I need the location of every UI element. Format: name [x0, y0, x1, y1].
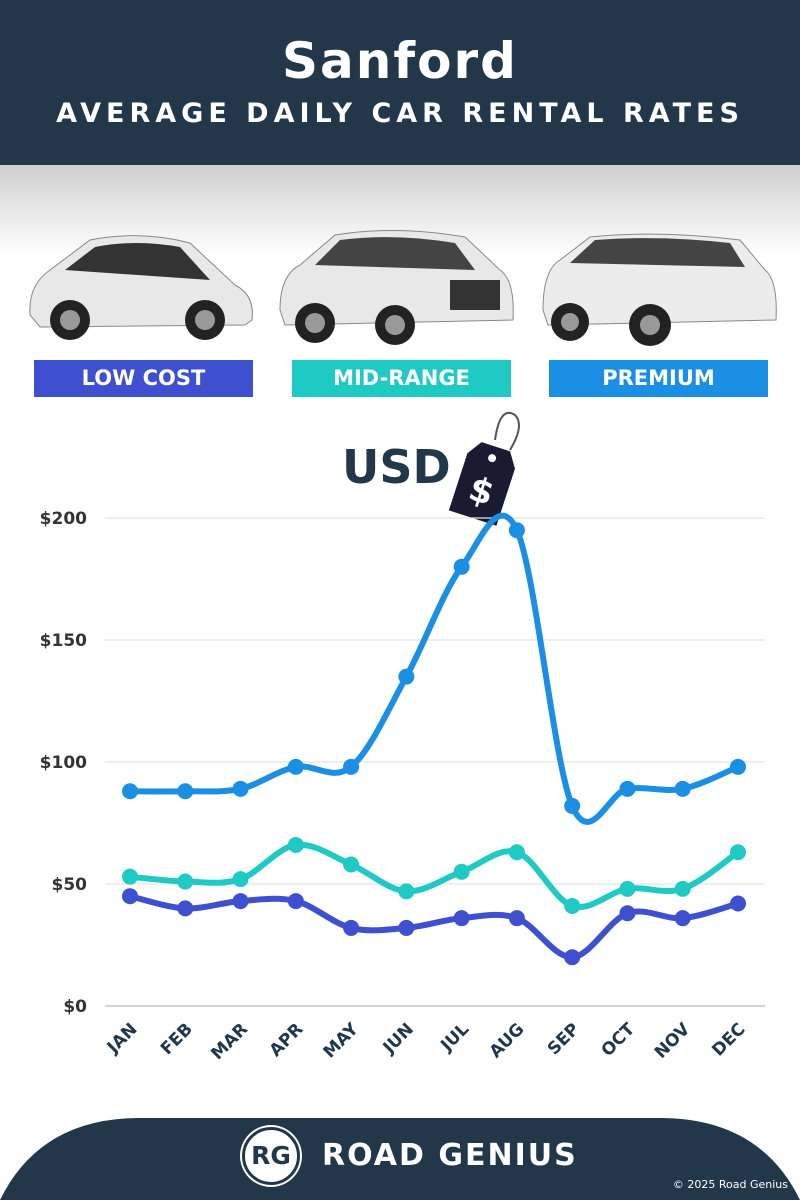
series-line-low-cost: [127, 893, 741, 961]
data-point: [674, 910, 691, 927]
x-tick-label: MAY: [320, 1019, 363, 1062]
x-tick-label: OCT: [598, 1019, 640, 1061]
data-point: [122, 783, 138, 800]
x-tick-label: DEC: [708, 1019, 749, 1060]
y-tick-label: $50: [52, 875, 88, 895]
data-point: [508, 844, 525, 861]
data-point: [674, 780, 691, 797]
x-tick-label: SEP: [544, 1019, 584, 1059]
data-point: [730, 844, 746, 861]
x-tick-label: JUL: [436, 1019, 473, 1056]
road-genius-logo: RG: [242, 1127, 300, 1185]
x-tick-label: AUG: [486, 1019, 529, 1062]
x-tick-label: MAR: [207, 1019, 252, 1064]
y-tick-label: $150: [40, 631, 87, 651]
data-point: [177, 783, 194, 800]
data-point: [508, 522, 525, 539]
legend-premium: PREMIUM: [549, 360, 768, 397]
data-point: [232, 871, 249, 888]
x-tick-label: JAN: [103, 1019, 142, 1058]
header: Sanford AVERAGE DAILY CAR RENTAL RATES: [0, 0, 800, 165]
data-point: [287, 836, 304, 853]
data-point: [564, 797, 581, 814]
data-point: [453, 910, 470, 927]
data-point: [564, 897, 581, 914]
data-point: [287, 758, 304, 775]
data-point: [177, 873, 194, 890]
data-point: [453, 863, 470, 880]
premium-car-image: [542, 233, 777, 346]
data-point: [122, 888, 138, 905]
x-tick-label: JUN: [379, 1019, 418, 1058]
mid-range-car-image: [279, 229, 514, 345]
data-point: [232, 893, 249, 910]
data-point: [730, 895, 746, 912]
data-point: [508, 910, 525, 927]
y-tick-label: $0: [63, 997, 87, 1017]
price-tag-icon: $: [448, 411, 520, 526]
footer: [0, 1118, 800, 1200]
brand-name: ROAD GENIUS: [322, 1138, 578, 1173]
data-point: [232, 780, 249, 797]
legend-low-cost: LOW COST: [34, 360, 253, 397]
data-point: [619, 905, 636, 922]
page-title: Sanford: [282, 32, 518, 90]
copyright: © 2025 Road Genius: [672, 1178, 788, 1191]
series-line-mid-range: [127, 841, 741, 911]
data-point: [177, 900, 194, 917]
data-point: [564, 949, 581, 966]
y-tick-label: $200: [40, 509, 87, 529]
data-point: [453, 558, 470, 575]
low-cost-car-image: [29, 235, 253, 340]
series-line-premium: [127, 512, 741, 825]
data-point: [343, 919, 360, 936]
data-point: [287, 893, 304, 910]
data-point: [122, 868, 138, 885]
x-tick-label: NOV: [651, 1019, 695, 1063]
line-chart: $0 $50 $100 $150 $200 JAN FEB MAR APR MAY JUN JUL AU…: [40, 509, 765, 1064]
x-tick-label: APR: [266, 1019, 308, 1061]
x-tick-label: FEB: [157, 1019, 197, 1059]
data-point: [674, 880, 691, 897]
data-point: [343, 856, 360, 873]
legend-mid-range: MID-RANGE: [292, 360, 511, 397]
page-subtitle: AVERAGE DAILY CAR RENTAL RATES: [56, 98, 744, 129]
data-point: [398, 883, 415, 900]
y-tick-label: $100: [40, 753, 87, 773]
data-point: [398, 919, 415, 936]
data-point: [730, 758, 746, 775]
data-point: [398, 668, 415, 685]
data-point: [619, 780, 636, 797]
data-point: [619, 880, 636, 897]
currency-label: USD: [342, 440, 451, 494]
data-point: [343, 758, 360, 775]
